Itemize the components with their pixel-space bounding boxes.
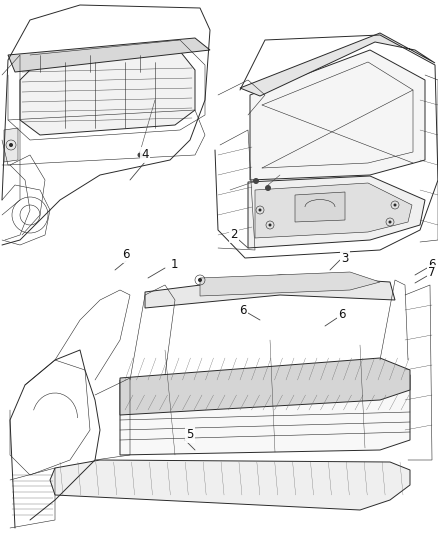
- Text: 7: 7: [428, 266, 436, 279]
- Text: 6: 6: [338, 309, 346, 321]
- Polygon shape: [4, 128, 18, 162]
- Circle shape: [9, 143, 13, 147]
- Text: 6: 6: [428, 259, 436, 271]
- Text: 1: 1: [170, 259, 178, 271]
- Polygon shape: [145, 275, 395, 308]
- Polygon shape: [240, 33, 435, 96]
- Text: 5: 5: [186, 429, 194, 441]
- Circle shape: [389, 221, 392, 223]
- Circle shape: [198, 278, 202, 282]
- Circle shape: [265, 185, 271, 191]
- Polygon shape: [20, 45, 195, 135]
- Polygon shape: [255, 183, 412, 238]
- Polygon shape: [50, 460, 410, 510]
- Circle shape: [268, 223, 272, 227]
- Circle shape: [258, 208, 261, 212]
- Circle shape: [393, 204, 396, 206]
- Text: 4: 4: [141, 149, 149, 161]
- Circle shape: [138, 152, 142, 157]
- Text: 6: 6: [122, 248, 130, 262]
- Polygon shape: [295, 192, 345, 222]
- Polygon shape: [8, 38, 210, 72]
- Polygon shape: [200, 272, 380, 296]
- Polygon shape: [248, 176, 425, 248]
- Circle shape: [253, 178, 259, 184]
- Polygon shape: [120, 360, 410, 455]
- Text: 6: 6: [239, 303, 247, 317]
- Text: 2: 2: [230, 229, 238, 241]
- Text: 3: 3: [341, 252, 349, 264]
- Polygon shape: [250, 50, 425, 180]
- Polygon shape: [120, 358, 410, 415]
